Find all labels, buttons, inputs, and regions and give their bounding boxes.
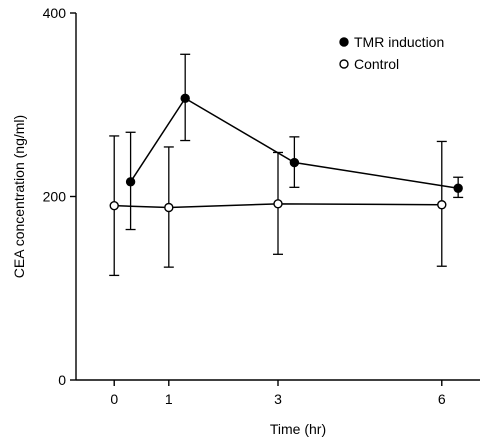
series-0-line	[129, 97, 459, 189]
series-1-point-3	[437, 200, 447, 210]
series-1-line	[114, 203, 442, 209]
x-ticks: 0 1 3 6	[110, 380, 446, 407]
x-tick-label-3: 3	[274, 391, 282, 407]
x-tick-label-0: 0	[110, 391, 118, 407]
y-axis-title: CEA concentration (ng/ml)	[11, 115, 27, 278]
y-tick-label-0: 0	[58, 372, 66, 388]
series-1	[109, 135, 447, 277]
y-tick-label-200: 200	[43, 189, 67, 205]
legend-label-1: Control	[354, 56, 399, 72]
series-0-point-0	[125, 177, 136, 187]
series-1-point-0	[109, 200, 119, 211]
series-0-point-3	[453, 183, 463, 193]
legend-marker-1	[339, 59, 349, 69]
series-0-point-1	[180, 93, 190, 104]
x-tick-label-6: 6	[438, 391, 446, 407]
legend: TMR induction Control	[339, 34, 444, 72]
x-axis-title: Time (hr)	[270, 421, 326, 437]
series-1-point-2	[273, 199, 283, 209]
legend-label-0: TMR induction	[354, 34, 444, 50]
x-tick-label-1: 1	[165, 391, 173, 407]
y-ticks: 0 200 400	[43, 5, 76, 388]
legend-marker-0	[339, 37, 349, 47]
series-0-point-2	[289, 157, 300, 168]
series-0	[125, 53, 464, 231]
y-tick-label-400: 400	[43, 5, 67, 21]
series-1-point-1	[164, 202, 174, 213]
plot-area	[109, 53, 464, 277]
